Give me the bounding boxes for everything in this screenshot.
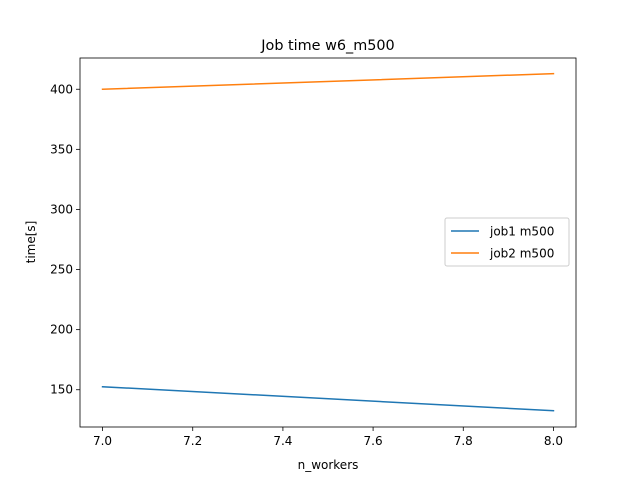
legend-box	[444, 217, 570, 267]
y-tick-label: 200	[50, 323, 73, 337]
y-tick-label: 250	[50, 263, 73, 277]
x-tick-label: 7.6	[364, 434, 383, 448]
y-tick-label: 150	[50, 383, 73, 397]
chart-title: Job time w6_m500	[260, 38, 394, 54]
x-axis-label: n_workers	[298, 458, 359, 472]
axes-frame	[79, 57, 577, 428]
legend: job1 m500 job2 m500	[444, 217, 570, 267]
x-tick-label: 8.0	[544, 434, 563, 448]
y-tick-label: 400	[50, 82, 73, 96]
x-tick-label: 7.0	[93, 434, 112, 448]
series-line-2	[101, 72, 555, 91]
x-tick-label: 7.8	[454, 434, 473, 448]
x-tick-label: 7.4	[273, 434, 292, 448]
y-axis-label: time[s]	[24, 221, 38, 264]
plot-area: 7.0 7.2 7.4 7.6 7.8 8.0 150 200 250 300 350 400	[50, 57, 577, 448]
legend-label-1: job1 m500	[489, 225, 554, 239]
y-tick-label: 350	[50, 142, 73, 156]
legend-label-2: job2 m500	[489, 247, 554, 261]
series-line-1	[101, 385, 555, 412]
y-tick-label: 300	[50, 202, 73, 216]
x-tick-label: 7.2	[183, 434, 202, 448]
